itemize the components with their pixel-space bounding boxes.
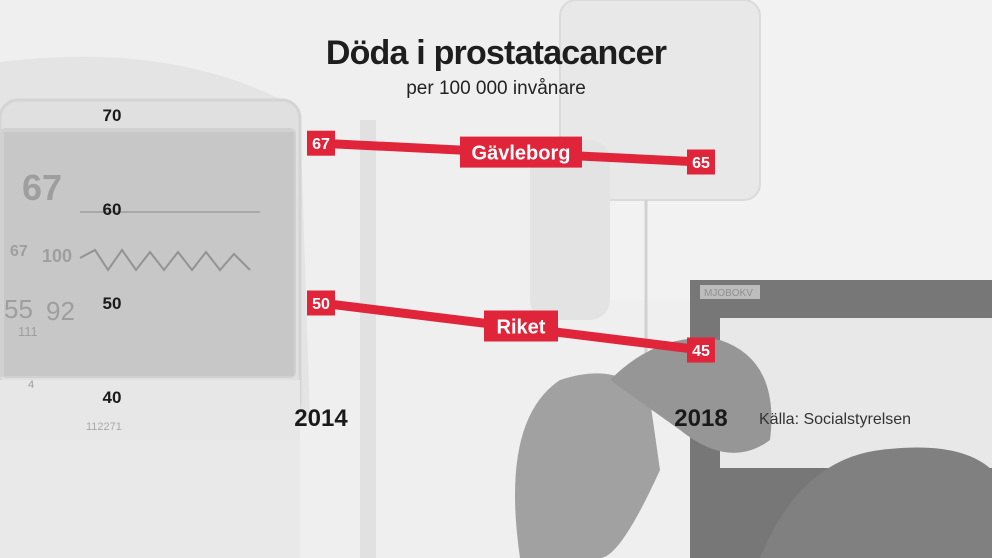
monitor-text: MJOBOKV [704,288,753,299]
monitor-text: 92 [46,296,75,326]
y-tick-label: 50 [103,294,122,313]
data-label: 67 [312,136,330,153]
data-point [687,149,715,175]
series-label: Riket [497,317,546,339]
chart-subtitle: per 100 000 invånare [406,78,586,99]
x-tick-label: 2018 [674,405,727,432]
source-note: Källa: Socialstyrelsen [759,411,912,428]
series-label: Gävleborg [472,143,571,165]
data-label: 65 [692,155,710,172]
data-label: 45 [692,343,710,360]
series-label-box [460,136,582,168]
monitor-text: 67 [10,243,28,260]
monitor-text: 100 [42,246,72,266]
chart-title: Döda i prostatacancer [325,34,667,72]
x-tick-label: 2014 [294,405,348,432]
y-tick-label: 60 [103,200,122,219]
y-tick-label: 40 [103,388,122,407]
monitor-text: 67 [22,167,62,208]
monitor-text: 4 [28,379,34,391]
gloved-hands [515,338,772,558]
data-point [307,290,335,316]
monitor-text: 55 [4,294,33,324]
series-label-box [484,310,558,342]
data-point [307,130,335,156]
monitor-text: 111 [18,324,38,339]
monitor-text: 112271 [86,421,122,433]
data-point [687,337,715,363]
data-label: 50 [312,296,330,313]
patient-monitor: 67 100 67 55 92 111 4 112271 [0,56,310,558]
y-tick-label: 70 [103,106,122,125]
